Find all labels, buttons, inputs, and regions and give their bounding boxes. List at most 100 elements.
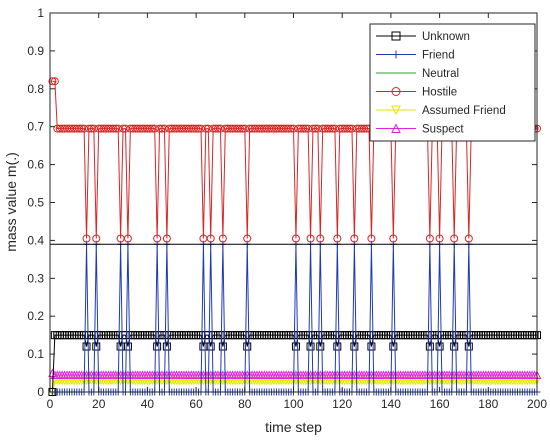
- data-point-hostile: [211, 124, 220, 133]
- data-point-unknown: [425, 342, 434, 351]
- axes: 0 20 40 60 80 100 120 140 160 180 200 0 0.1 0.2 0.3 0.4…: [27, 6, 547, 411]
- legend: Unknown Friend Neutral Hostile Assumed Frien…: [369, 23, 536, 142]
- x-tick-label: 140: [381, 397, 401, 411]
- data-point-hostile: [243, 234, 252, 243]
- x-axis-label: time step: [265, 419, 322, 435]
- data-point-hostile: [316, 234, 325, 243]
- legend-item-friend: Friend: [376, 50, 455, 62]
- data-point-hostile: [299, 124, 308, 133]
- data-point-unknown: [82, 342, 91, 351]
- data-point-unknown: [291, 342, 300, 351]
- data-point-unknown: [123, 342, 132, 351]
- data-point-hostile: [435, 234, 444, 243]
- data-point-hostile: [360, 124, 369, 133]
- y-tick-label: 0.2: [27, 309, 44, 323]
- x-tick-label: 40: [141, 397, 155, 411]
- legend-label-assumed-friend: Assumed Friend: [422, 105, 506, 117]
- legend-marker-unknown: [391, 31, 401, 41]
- data-point-hostile: [425, 234, 434, 243]
- data-point-hostile: [155, 124, 164, 133]
- data-point-unknown: [243, 342, 252, 351]
- legend-marker-hostile: [391, 87, 401, 96]
- data-point-unknown: [389, 342, 398, 351]
- y-tick-label: 0.4: [27, 233, 44, 247]
- data-point-hostile: [350, 234, 359, 243]
- data-point-hostile: [50, 77, 59, 86]
- data-point-hostile: [82, 234, 91, 243]
- data-point-hostile: [308, 124, 317, 133]
- data-point-hostile: [464, 234, 473, 243]
- data-point-hostile: [284, 124, 293, 133]
- data-point-hostile: [450, 234, 459, 243]
- legend-item-neutral: Neutral: [376, 68, 459, 80]
- data-point-unknown: [450, 342, 459, 351]
- legend-label-suspect: Suspect: [422, 124, 464, 136]
- legend-marker-assumed-friend: [391, 105, 401, 116]
- data-point-hostile: [326, 124, 335, 133]
- data-point-unknown: [206, 342, 215, 351]
- y-tick-label: 1: [37, 6, 44, 20]
- data-point-hostile: [333, 234, 342, 243]
- series-line-hostile: [52, 80, 537, 239]
- x-tick-label: 180: [478, 397, 498, 411]
- legend-item-suspect: Suspect: [376, 123, 464, 136]
- data-point-hostile: [367, 234, 376, 243]
- data-point-hostile: [109, 124, 118, 133]
- data-point-hostile: [92, 234, 101, 243]
- data-point-unknown: [153, 342, 162, 351]
- y-tick-label: 0.3: [27, 271, 44, 285]
- legend-box: [369, 23, 536, 142]
- y-tick-label: 0.9: [27, 44, 44, 58]
- data-point-unknown: [350, 342, 359, 351]
- legend-label-neutral: Neutral: [422, 68, 459, 80]
- x-tick-label: 20: [92, 397, 106, 411]
- data-point-hostile: [145, 124, 154, 133]
- data-point-hostile: [343, 124, 352, 133]
- data-point-unknown: [218, 342, 227, 351]
- data-point-hostile: [306, 234, 315, 243]
- y-axis-label: mass value m(.): [3, 152, 19, 252]
- data-point-unknown: [162, 342, 171, 351]
- data-point-hostile: [206, 234, 215, 243]
- x-tick-label: 160: [430, 397, 450, 411]
- data-point-unknown: [333, 342, 342, 351]
- data-point-hostile: [389, 234, 398, 243]
- series-layer: [48, 77, 542, 397]
- data-point-hostile: [75, 124, 84, 133]
- x-tick-label: 120: [332, 397, 352, 411]
- data-point-unknown: [464, 342, 473, 351]
- y-tick-label: 0.7: [27, 120, 44, 134]
- legend-item-hostile: Hostile: [376, 87, 457, 99]
- legend-marker-friend: [392, 50, 400, 59]
- x-tick-label: 80: [238, 397, 252, 411]
- data-point-hostile: [192, 124, 201, 133]
- data-point-hostile: [123, 234, 132, 243]
- data-point-unknown: [316, 342, 325, 351]
- y-tick-label: 0.6: [27, 158, 44, 172]
- data-point-hostile: [235, 124, 244, 133]
- legend-item-assumed-friend: Assumed Friend: [376, 105, 506, 117]
- data-point-unknown: [367, 342, 376, 351]
- x-tick-label: 200: [527, 397, 547, 411]
- y-tick-label: 0.1: [27, 347, 44, 361]
- legend-item-unknown: Unknown: [376, 31, 470, 43]
- legend-marker-suspect: [391, 123, 401, 133]
- data-point-hostile: [153, 234, 162, 243]
- data-point-hostile: [162, 234, 171, 243]
- y-tick-label: 0.8: [27, 82, 44, 96]
- x-tick-label: 60: [189, 397, 203, 411]
- y-tick-label: 0.5: [27, 196, 44, 210]
- data-point-unknown: [92, 342, 101, 351]
- data-point-hostile: [291, 234, 300, 243]
- legend-label-friend: Friend: [422, 50, 455, 62]
- data-point-hostile: [218, 234, 227, 243]
- data-point-hostile: [48, 77, 57, 86]
- data-point-unknown: [306, 342, 315, 351]
- legend-label-unknown: Unknown: [422, 31, 470, 43]
- x-tick-label: 100: [283, 397, 303, 411]
- legend-label-hostile: Hostile: [422, 87, 457, 99]
- y-tick-label: 0: [37, 385, 44, 399]
- x-tick-label: 0: [47, 397, 54, 411]
- data-point-unknown: [435, 342, 444, 351]
